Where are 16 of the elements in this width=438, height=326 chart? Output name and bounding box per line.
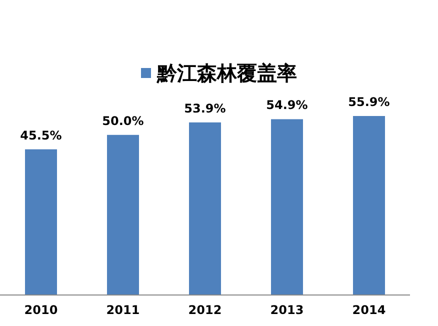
bar (107, 134, 139, 295)
data-label: 53.9% (184, 101, 226, 116)
data-label: 45.5% (20, 128, 62, 142)
data-label: 54.9% (266, 98, 308, 112)
x-tick-label: 2011 (106, 303, 140, 317)
legend: 黔江森林覆盖率 (141, 61, 297, 85)
x-tick-label: 2013 (270, 303, 304, 317)
bar (271, 119, 303, 295)
bar (189, 122, 221, 295)
x-tick-label: 2012 (188, 303, 222, 317)
bar (25, 149, 57, 295)
x-tick-label: 2014 (352, 303, 386, 317)
x-tick-label: 2010 (24, 303, 58, 317)
data-label: 50.0% (102, 114, 144, 128)
data-label: 55.9% (348, 95, 390, 109)
bar (353, 116, 385, 295)
